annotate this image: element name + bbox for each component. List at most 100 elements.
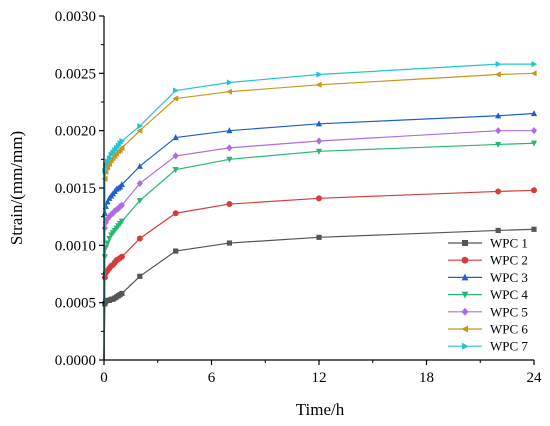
data-point <box>315 81 322 88</box>
x-axis-title: Time/h <box>296 400 345 419</box>
data-point <box>531 187 537 194</box>
data-point <box>106 155 113 162</box>
legend-label: WPC 2 <box>490 253 528 268</box>
legend-item: WPC 3 <box>448 270 528 285</box>
data-point <box>137 273 143 279</box>
legend-label: WPC 7 <box>490 339 528 354</box>
x-tick-label: 0 <box>100 370 108 386</box>
data-point <box>226 144 233 152</box>
data-point <box>136 179 143 188</box>
series-7 <box>102 61 538 361</box>
series-6 <box>101 70 537 361</box>
data-point <box>495 141 502 148</box>
series-4 <box>101 140 538 361</box>
legend-label: WPC 1 <box>490 236 528 251</box>
data-point <box>119 137 126 145</box>
data-point <box>315 148 323 155</box>
data-point <box>104 158 111 165</box>
data-point <box>118 253 125 260</box>
data-point <box>530 127 538 135</box>
legend-item: WPC 5 <box>448 304 528 319</box>
data-point <box>494 71 501 78</box>
data-point <box>226 240 233 246</box>
series-line <box>103 130 534 361</box>
data-point <box>531 61 538 68</box>
y-tick-label: 0.0025 <box>55 66 96 82</box>
data-point <box>105 160 112 168</box>
data-point <box>226 88 233 95</box>
legend-label: WPC 3 <box>490 270 528 285</box>
data-point <box>495 112 502 119</box>
series-2 <box>101 187 537 361</box>
data-point <box>316 71 323 78</box>
legend: WPC 1 WPC 2 WPC 3 WPC 4 WPC 5 WPC 6 WPC 7 <box>448 236 528 354</box>
data-point <box>103 161 110 169</box>
data-point <box>173 87 180 94</box>
data-point <box>495 227 501 234</box>
data-point <box>104 240 111 247</box>
y-tick-label: 0.0010 <box>55 238 96 254</box>
data-point <box>315 137 323 145</box>
data-point <box>495 188 502 195</box>
data-point <box>119 290 125 297</box>
data-point <box>104 198 111 205</box>
data-point <box>530 70 537 77</box>
legend-marker <box>462 240 468 246</box>
legend-item: WPC 6 <box>448 322 528 337</box>
y-tick-label: 0.0000 <box>55 353 96 369</box>
data-point <box>226 201 233 208</box>
y-tick-label: 0.0020 <box>55 124 96 140</box>
series-5 <box>101 127 538 361</box>
y-tick-label: 0.0030 <box>55 9 96 25</box>
legend-item: WPC 4 <box>448 287 528 302</box>
data-point <box>136 198 143 205</box>
legend-label: WPC 4 <box>490 287 528 302</box>
legend-marker <box>461 256 469 264</box>
data-point <box>315 120 323 127</box>
data-point <box>136 127 143 134</box>
legend-marker <box>461 273 469 281</box>
series-line <box>103 142 535 361</box>
data-point <box>531 226 537 232</box>
data-point <box>104 164 111 171</box>
data-point <box>118 144 125 151</box>
series-line <box>103 72 535 361</box>
data-point <box>172 210 179 217</box>
data-point <box>226 156 233 163</box>
legend-marker <box>461 291 469 299</box>
data-point <box>495 127 502 135</box>
data-point <box>137 122 144 130</box>
axes-layer: 0.0000 0.0005 0.0010 0.0015 0.0020 0.0025 0.00… <box>55 9 542 386</box>
y-tick-label: 0.0005 <box>55 296 96 312</box>
data-point <box>136 162 143 169</box>
data-point <box>118 181 126 188</box>
legend-item: WPC 1 <box>448 236 528 251</box>
data-point <box>173 248 179 254</box>
data-point <box>316 234 322 240</box>
legend-item: WPC 7 <box>448 339 528 354</box>
data-point <box>530 140 538 147</box>
data-point <box>172 95 179 102</box>
data-point <box>316 195 322 202</box>
series-3 <box>101 110 538 361</box>
legend-label: WPC 5 <box>490 304 528 319</box>
data-point <box>106 213 113 221</box>
data-point <box>172 167 179 174</box>
x-tick-label: 12 <box>312 370 327 386</box>
legend-marker <box>462 342 469 350</box>
legend-marker <box>461 307 469 316</box>
x-tick-label: 24 <box>527 370 543 386</box>
data-point <box>118 201 126 209</box>
data-point <box>226 79 233 86</box>
series-line <box>103 63 534 361</box>
data-point <box>226 127 233 134</box>
series-1 <box>102 226 537 361</box>
y-axis-title: Strain/(mm/mm) <box>7 131 26 245</box>
x-tick-label: 18 <box>419 370 434 386</box>
data-point <box>172 134 179 141</box>
data-point <box>172 152 179 160</box>
legend-marker <box>461 325 468 333</box>
legend-item: WPC 2 <box>448 253 528 268</box>
data-point <box>136 235 143 242</box>
